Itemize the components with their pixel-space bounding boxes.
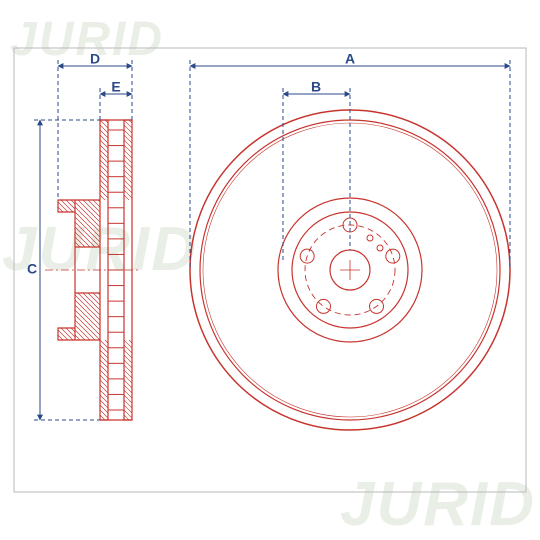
dim-E-label: E <box>111 79 120 95</box>
dim-C-label: C <box>27 261 37 277</box>
watermarks: JURID JURID JURID <box>2 13 536 539</box>
watermark-1: JURID <box>10 13 164 66</box>
dim-B-label: B <box>311 79 321 95</box>
dim-A-label: A <box>345 51 355 67</box>
watermark-3: JURID <box>340 470 536 539</box>
dim-D-label: D <box>90 51 100 67</box>
diagram-svg: JURID JURID JURID <box>0 0 540 540</box>
diagram-container: JURID JURID JURID <box>0 0 540 540</box>
